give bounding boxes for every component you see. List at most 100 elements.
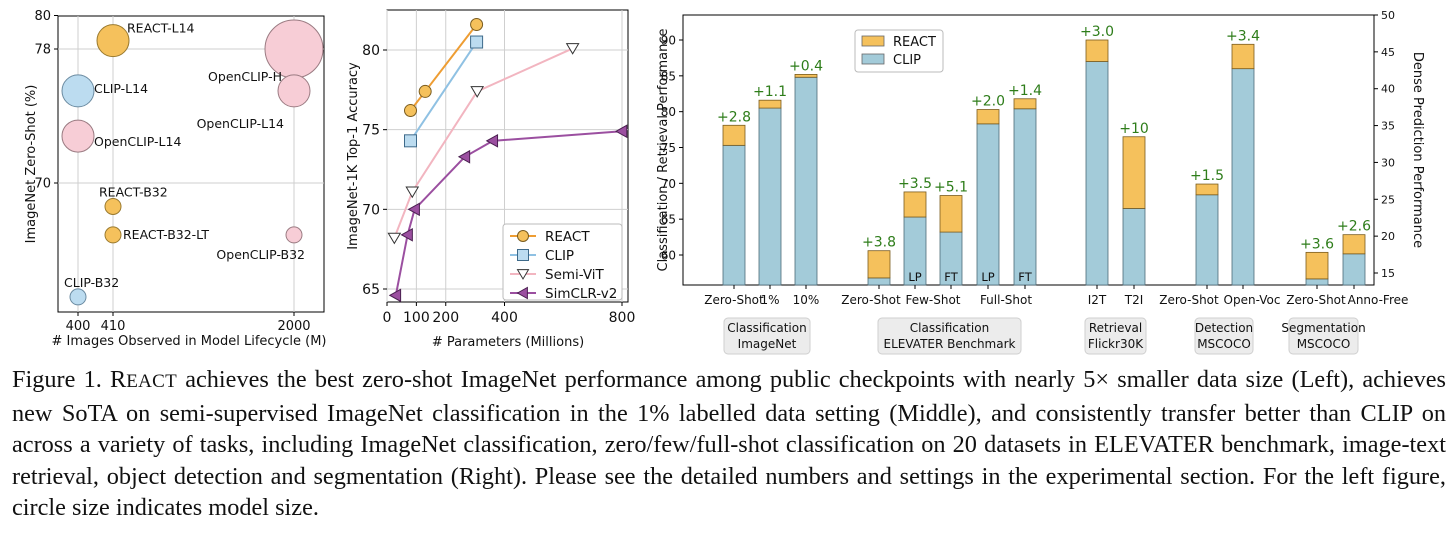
caption-name-rest: EACT (126, 371, 178, 392)
point-label: REACT-B32 (99, 184, 168, 199)
x-tick-label: Few-Shot (905, 293, 960, 307)
group-label: ImageNet (738, 337, 797, 351)
caption-name-initial: R (110, 366, 127, 393)
data-marker (470, 18, 484, 32)
figure-caption: Figure 1. REACT achieves the best zero-s… (12, 364, 1446, 524)
x-tick-label: 800 (609, 310, 636, 326)
group-label: ELEVATER Benchmark (884, 337, 1016, 351)
y-tick-label: 70 (362, 202, 380, 218)
data-marker (387, 232, 402, 245)
gain-label: +2.6 (1337, 219, 1371, 235)
y-tick-label-right: 40 (1381, 83, 1395, 96)
gain-label: +1.4 (1008, 83, 1042, 99)
data-marker (516, 269, 530, 280)
y-tick-label: 80 (661, 105, 676, 119)
bar-react (758, 99, 782, 109)
bar-clip (867, 277, 891, 286)
group-label: Flickr30K (1088, 337, 1144, 351)
gain-label: +2.8 (717, 109, 751, 125)
y-tick-label-right: 15 (1381, 267, 1395, 280)
y-tick-label: 65 (661, 213, 676, 227)
bar-clip (758, 107, 782, 286)
gain-label: +0.4 (789, 58, 823, 74)
x-tick-label: 100 (403, 310, 430, 326)
series-line (394, 130, 623, 296)
data-marker (517, 230, 529, 242)
scatter-point (277, 74, 311, 108)
bar-react (794, 74, 818, 78)
x-tick-label: 200 (432, 310, 459, 326)
y-axis-label: ImageNet Zero-Shot (%) (24, 85, 39, 244)
x-tick-label: Zero-Shot (704, 293, 764, 307)
y-axis-label-right: Dense Prediction Performance (1410, 52, 1425, 248)
series-line (393, 47, 574, 239)
legend-label: CLIP (893, 53, 921, 68)
caption-text: achieves the best zero-shot ImageNet per… (12, 366, 1447, 522)
bar-inner-label: LP (908, 270, 921, 284)
y-axis-label: ImageNet-1K Top-1 Accuracy (346, 62, 361, 250)
data-marker (405, 186, 420, 199)
bar-react (1085, 39, 1109, 62)
bar-clip (976, 123, 1000, 286)
x-tick-label: Anno-Free (1348, 293, 1409, 307)
data-marker (388, 288, 402, 303)
bar-clip (722, 144, 746, 286)
group-label: Retrieval (1089, 321, 1142, 335)
x-tick-label: Full-Shot (980, 293, 1032, 307)
bar-clip (1231, 68, 1255, 286)
y-tick-label: 65 (362, 282, 380, 298)
y-tick-label: 70 (34, 177, 51, 192)
group-label: Classification (910, 321, 989, 335)
scatter-point (96, 24, 130, 58)
bar-react (976, 109, 1000, 125)
bar-inner-label: FT (1018, 270, 1032, 284)
data-marker (565, 43, 580, 55)
x-tick-label: 10% (793, 293, 820, 307)
bar-react (903, 191, 927, 218)
gain-label: +1.5 (1190, 168, 1224, 184)
y-tick-label: 85 (661, 69, 676, 83)
y-tick-label-right: 35 (1381, 120, 1395, 133)
y-tick-label: 75 (362, 123, 380, 139)
group-label: Classification (727, 321, 806, 335)
y-tick-label-right: 50 (1381, 9, 1395, 22)
x-tick-label: I2T (1088, 293, 1107, 307)
scatter-point (61, 119, 95, 153)
x-tick-label: 1% (760, 293, 779, 307)
point-label: OpenCLIP-L14 (197, 116, 284, 131)
bar-clip (1122, 208, 1146, 286)
data-marker (404, 134, 417, 148)
gain-label: +3.0 (1080, 24, 1114, 40)
scatter-point (69, 288, 87, 306)
y-tick-label: 75 (661, 141, 676, 155)
legend-box (502, 223, 623, 301)
data-marker (470, 35, 484, 49)
x-axis-label: # Images Observed in Model Lifecycle (M) (52, 334, 327, 349)
group-label: MSCOCO (1197, 337, 1251, 351)
bar-react (1342, 234, 1366, 255)
group-box (1084, 317, 1147, 355)
y-tick-label-right: 25 (1381, 193, 1395, 206)
point-label: OpenCLIP-B32 (216, 247, 305, 262)
group-label: MSCOCO (1297, 337, 1351, 351)
data-marker (400, 227, 413, 242)
group-box (723, 317, 811, 355)
bar-clip (1342, 253, 1366, 286)
bar-react (939, 195, 963, 233)
legend-label: SimCLR-v2 (545, 286, 617, 302)
gain-label: +10 (1119, 121, 1149, 137)
x-axis-label: # Parameters (Millions) (432, 335, 584, 350)
gain-label: +2.0 (971, 94, 1005, 110)
x-tick-label: T2I (1124, 293, 1144, 307)
point-label: CLIP-L14 (94, 81, 148, 96)
plot-frame (57, 15, 325, 313)
figure: 70 78 80 400 410 2000 # Images Observed in Mod… (24, 9, 1425, 355)
caption-figure-label: Figure 1. (12, 366, 102, 393)
bar-react (1013, 98, 1037, 110)
series-line (409, 41, 478, 142)
x-tick-label: 0 (383, 310, 392, 326)
point-label: REACT-B32-LT (123, 227, 209, 242)
data-marker (485, 133, 499, 148)
data-marker (516, 286, 528, 300)
